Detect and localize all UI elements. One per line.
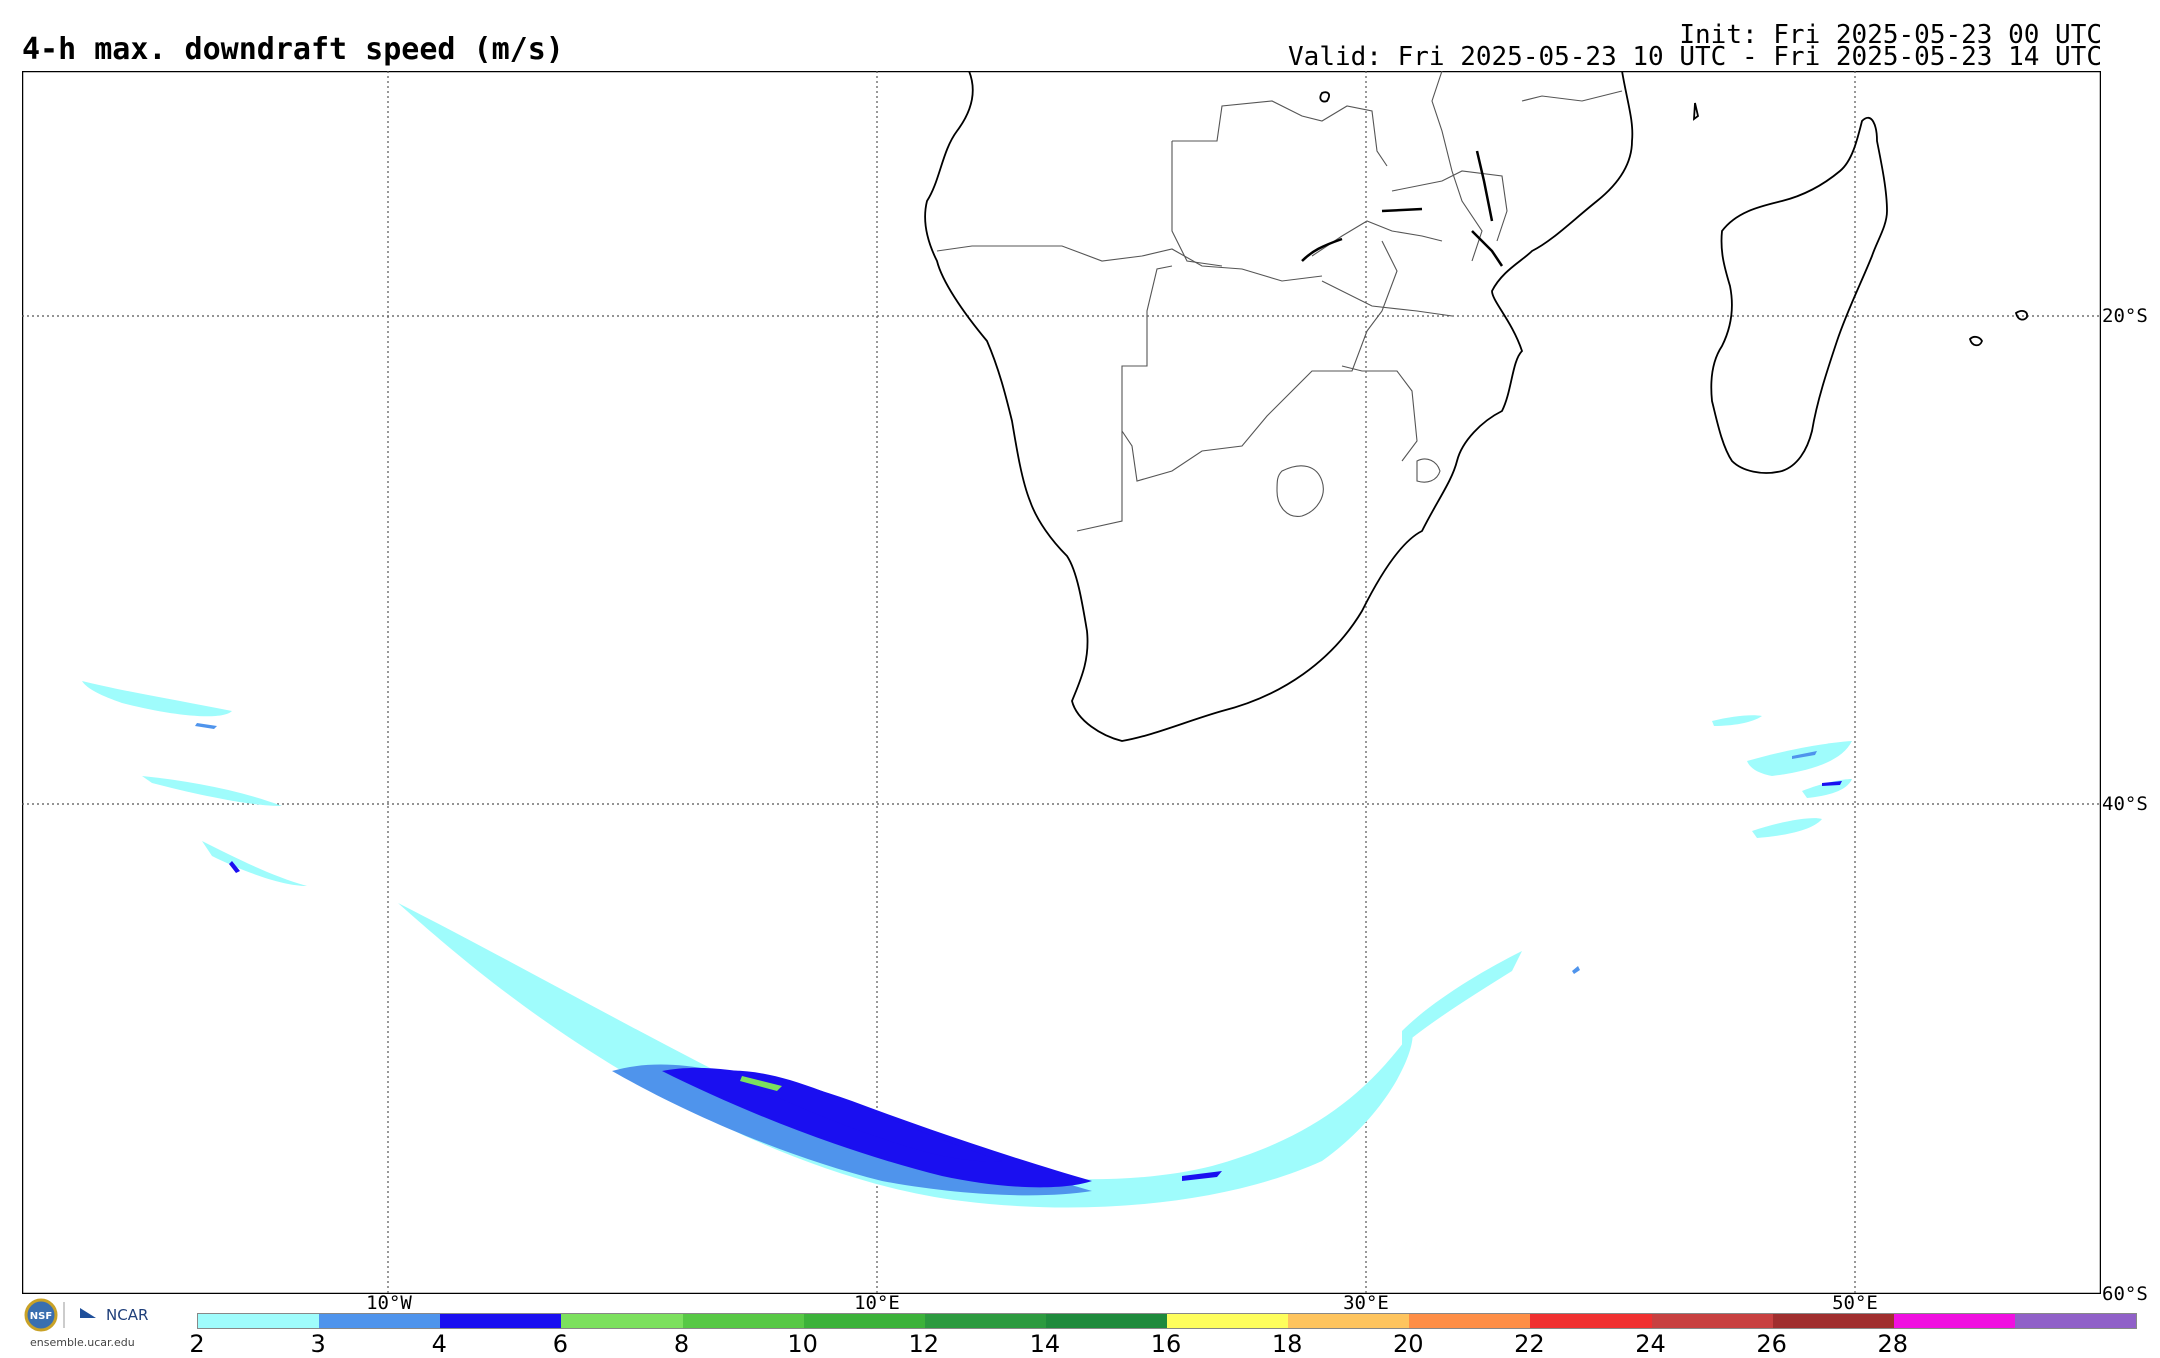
colorbar-tick-label: 3 bbox=[310, 1330, 326, 1358]
colorbar-tick-label: 22 bbox=[1514, 1330, 1545, 1358]
nsf-seal-text: NSF bbox=[30, 1311, 52, 1322]
lat-label-40s: 40°S bbox=[2102, 793, 2148, 815]
logo-url: ensemble.ucar.edu bbox=[30, 1336, 135, 1349]
colorbar-segment bbox=[1045, 1314, 1167, 1328]
colorbar-segment bbox=[1530, 1314, 1652, 1328]
colorbar-segment bbox=[682, 1314, 804, 1328]
colorbar-tick-label: 10 bbox=[787, 1330, 818, 1358]
colorbar-segment bbox=[1409, 1314, 1531, 1328]
colorbar-segment bbox=[1651, 1314, 1773, 1328]
colorbar-tick-label: 20 bbox=[1392, 1330, 1424, 1358]
colorbar-segment bbox=[1167, 1314, 1289, 1328]
lon-label-10e: 10°E bbox=[854, 1292, 900, 1314]
colorbar-tick-label: 28 bbox=[1877, 1330, 1909, 1358]
lakes bbox=[1301, 150, 1504, 267]
nsf-ncar-logo: NSF NCAR bbox=[24, 1298, 148, 1332]
valid-time: Valid: Fri 2025-05-23 10 UTC - Fri 2025-… bbox=[1288, 42, 2102, 72]
colorbar-segment bbox=[803, 1314, 925, 1328]
lat-label-60s: 60°S bbox=[2102, 1283, 2148, 1305]
colorbar-tick-label: 6 bbox=[552, 1330, 569, 1358]
colorbar-tick-label: 12 bbox=[908, 1330, 940, 1358]
colorbar-segment bbox=[2014, 1314, 2136, 1328]
lon-label-50e: 50°E bbox=[1832, 1292, 1878, 1314]
graticule bbox=[22, 71, 2101, 1294]
colorbar-segment bbox=[1288, 1314, 1410, 1328]
coastline bbox=[924, 71, 2028, 742]
colorbar-segment bbox=[319, 1314, 441, 1328]
downdraft-field bbox=[82, 681, 1852, 1208]
map-title: 4-h max. downdraft speed (m/s) bbox=[22, 32, 564, 67]
colorbar-tick-label: 8 bbox=[673, 1330, 690, 1358]
country-borders bbox=[936, 71, 1623, 532]
colorbar-tick-label: 24 bbox=[1635, 1330, 1666, 1358]
colorbar-tick-label: 14 bbox=[1029, 1330, 1061, 1358]
colorbar-tick-label: 4 bbox=[431, 1330, 447, 1358]
lat-label-20s: 20°S bbox=[2102, 305, 2148, 327]
lon-label-30e: 30°E bbox=[1343, 1292, 1389, 1314]
lon-label-10w: 10°W bbox=[366, 1292, 412, 1314]
colorbar-tick-label: 16 bbox=[1150, 1330, 1182, 1358]
colorbar-segment bbox=[198, 1314, 320, 1328]
colorbar-segment bbox=[1772, 1314, 1894, 1328]
ncar-logo-text: NCAR bbox=[106, 1306, 148, 1324]
colorbar-tick-label: 2 bbox=[189, 1330, 205, 1358]
colorbar-tick-label: 26 bbox=[1756, 1330, 1787, 1358]
colorbar bbox=[197, 1313, 2137, 1329]
map-panel bbox=[22, 71, 2101, 1294]
init-time: Init: Fri 2025-05-23 00 UTC bbox=[1679, 20, 2102, 50]
colorbar-segment bbox=[561, 1314, 683, 1328]
colorbar-segment bbox=[440, 1314, 562, 1328]
colorbar-tick-label: 18 bbox=[1271, 1330, 1303, 1358]
colorbar-segment bbox=[924, 1314, 1046, 1328]
colorbar-segment bbox=[1893, 1314, 2015, 1328]
